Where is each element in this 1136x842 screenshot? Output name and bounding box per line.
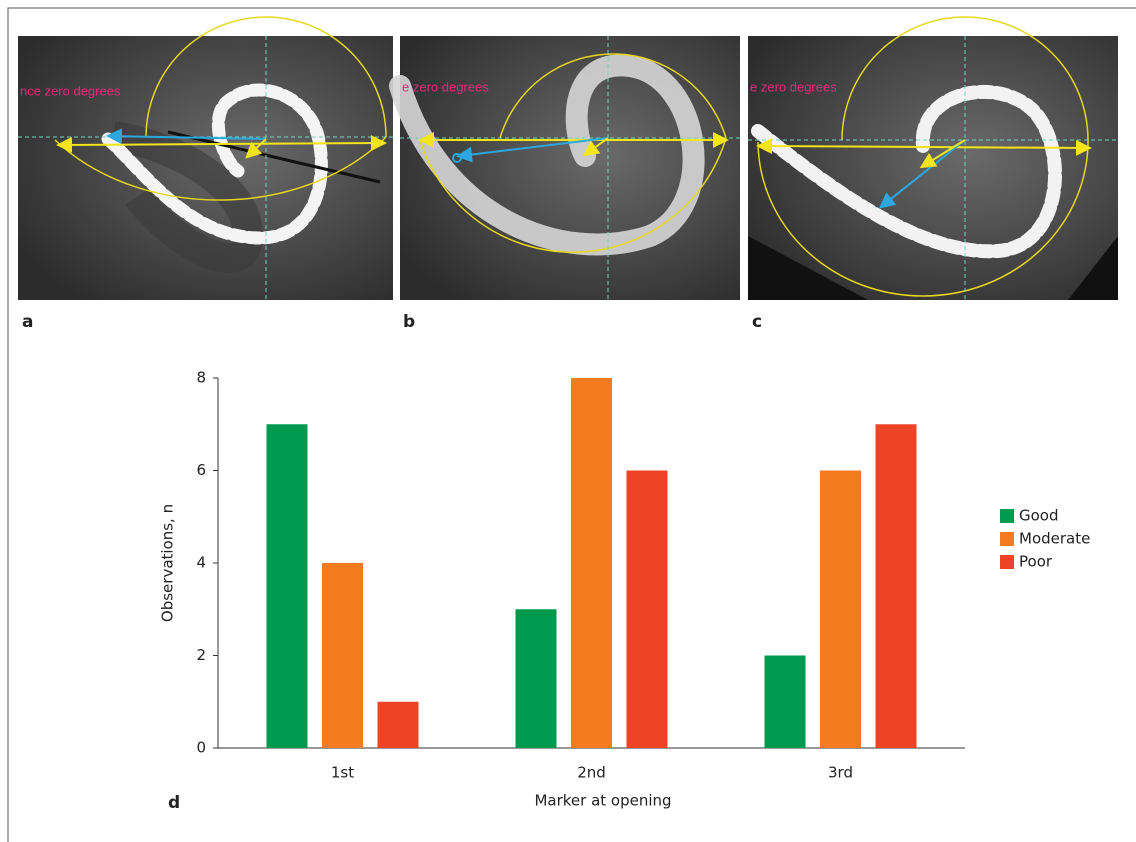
x-tick-label: 1st bbox=[331, 764, 354, 782]
x-axis-title: Marker at opening bbox=[534, 792, 671, 810]
page: nce zero degrees a e zero degrees b e ze… bbox=[0, 0, 1136, 842]
legend-label: Poor bbox=[1019, 553, 1053, 571]
legend-label: Moderate bbox=[1019, 530, 1090, 548]
y-tick-label: 4 bbox=[196, 554, 206, 572]
y-axis-title: Observations, n bbox=[159, 504, 177, 622]
bar bbox=[267, 424, 308, 748]
bar bbox=[820, 471, 861, 749]
bar bbox=[876, 424, 917, 748]
y-tick-label: 6 bbox=[196, 461, 206, 479]
panel-label: a bbox=[22, 312, 33, 332]
legend-swatch bbox=[1000, 532, 1014, 546]
image-panel bbox=[18, 17, 393, 300]
image-panel bbox=[400, 36, 740, 300]
legend-label: Good bbox=[1019, 507, 1059, 525]
x-tick-label: 3rd bbox=[828, 764, 853, 782]
bar bbox=[765, 656, 806, 749]
y-tick-label: 0 bbox=[196, 739, 206, 757]
bar bbox=[322, 563, 363, 748]
bar bbox=[571, 378, 612, 748]
legend-swatch bbox=[1000, 509, 1014, 523]
image-annotation: e zero degrees bbox=[750, 79, 837, 94]
y-tick-label: 2 bbox=[196, 646, 206, 664]
image-annotation: e zero degrees bbox=[402, 79, 489, 94]
bar bbox=[627, 471, 668, 749]
x-tick-label: 2nd bbox=[577, 764, 606, 782]
panel-label: d bbox=[168, 793, 180, 813]
bar bbox=[516, 609, 557, 748]
panel-label: b bbox=[403, 312, 415, 332]
panel-label: c bbox=[752, 312, 762, 332]
image-panel bbox=[748, 17, 1118, 300]
figure: nce zero degrees a e zero degrees b e ze… bbox=[0, 0, 1136, 842]
y-tick-label: 8 bbox=[196, 369, 206, 387]
legend-swatch bbox=[1000, 555, 1014, 569]
bar bbox=[378, 702, 419, 748]
image-annotation: nce zero degrees bbox=[20, 83, 121, 98]
